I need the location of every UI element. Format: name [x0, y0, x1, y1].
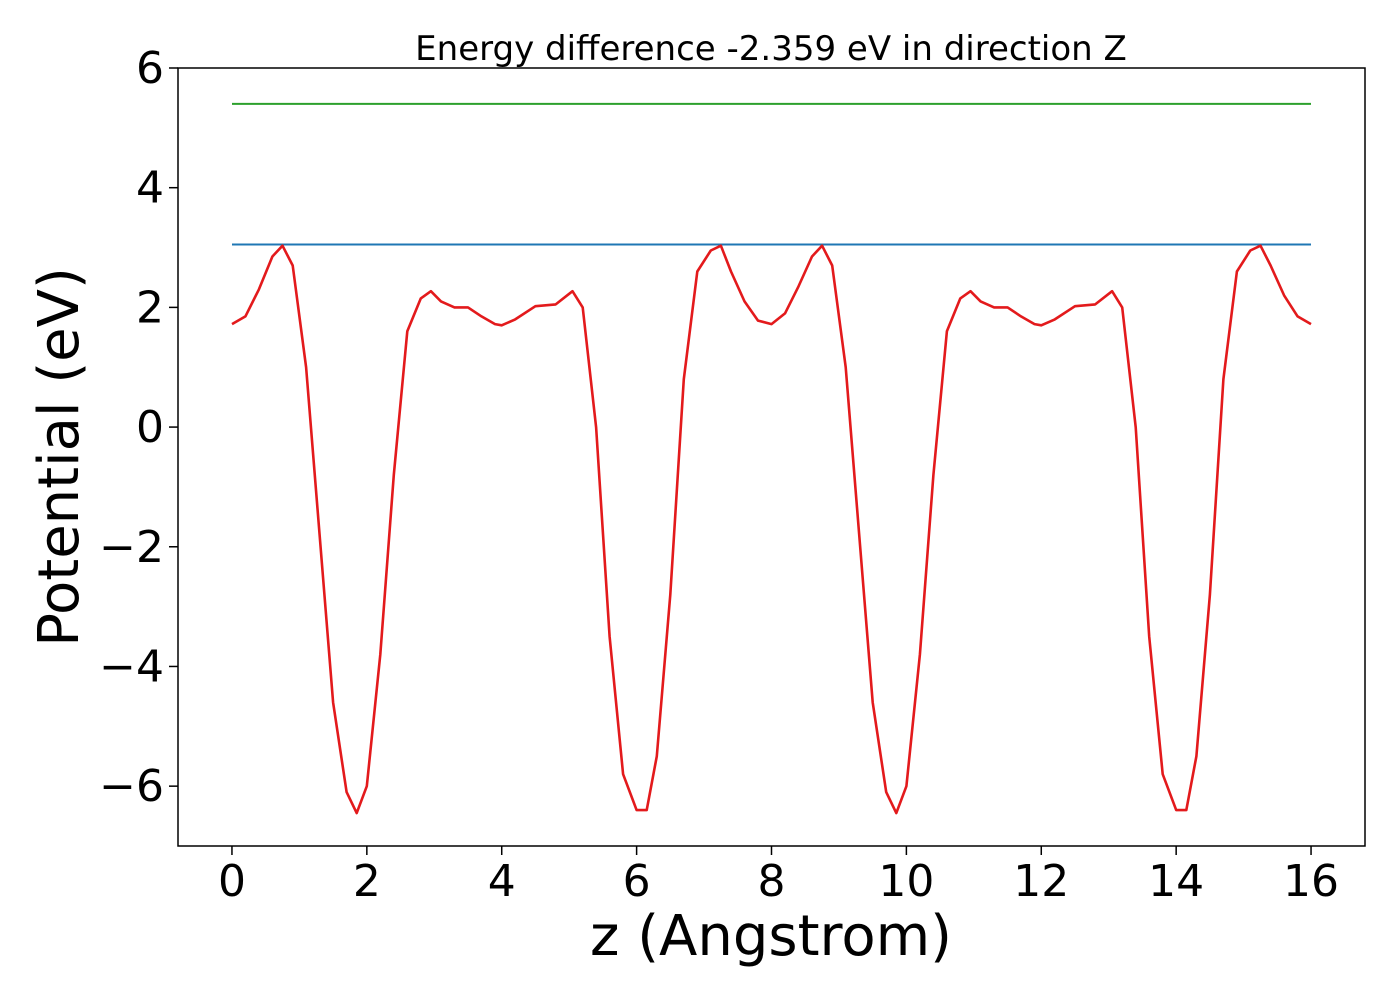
x-tick-label: 10	[878, 856, 934, 907]
plot-area	[231, 102, 1312, 815]
x-tick-label: 6	[623, 856, 651, 907]
x-tick-label: 2	[353, 856, 381, 907]
y-tick-label: −4	[99, 641, 164, 692]
x-tick-label: 8	[758, 856, 786, 907]
x-tick-label: 12	[1013, 856, 1069, 907]
y-tick-label: −6	[99, 761, 164, 812]
y-axis-label: Potential (eV)	[27, 267, 92, 647]
x-axis: 0 2 4 6 8 10 12 14 16	[218, 846, 1339, 907]
x-tick-label: 0	[218, 856, 246, 907]
x-axis-label: z (Angstrom)	[590, 904, 952, 969]
y-tick-label: 4	[136, 163, 164, 214]
series-line-3	[231, 244, 1312, 815]
chart-title: Energy difference -2.359 eV in direction…	[415, 29, 1127, 69]
y-tick-label: 2	[136, 282, 164, 333]
x-tick-label: 4	[488, 856, 516, 907]
y-tick-label: 6	[136, 43, 164, 94]
x-tick-label: 16	[1283, 856, 1339, 907]
x-tick-label: 14	[1148, 856, 1204, 907]
y-axis: −6 −4 −2 0 2 4 6	[99, 43, 178, 812]
y-tick-label: −2	[99, 522, 164, 573]
plot-frame	[177, 67, 1366, 847]
y-tick-label: 0	[136, 402, 164, 453]
